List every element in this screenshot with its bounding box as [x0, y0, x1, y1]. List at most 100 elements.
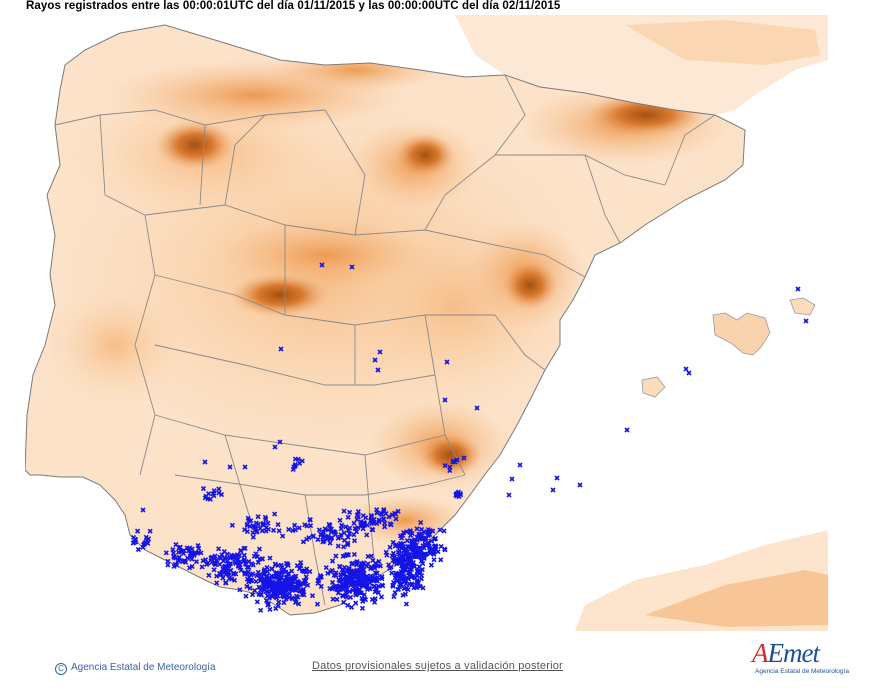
lightning-marker-icon	[254, 599, 260, 605]
lightning-marker-icon	[232, 559, 238, 565]
ibiza-island	[641, 376, 666, 398]
lightning-marker-icon	[442, 463, 448, 469]
lightning-marker-icon	[361, 567, 367, 573]
lightning-marker-icon	[415, 551, 421, 557]
lightning-marker-icon	[271, 591, 277, 597]
lightning-marker-icon	[383, 511, 389, 517]
lightning-marker-icon	[187, 550, 193, 557]
lightning-strikes	[130, 262, 809, 613]
lightning-marker-icon	[393, 570, 399, 576]
lightning-marker-icon	[382, 520, 388, 526]
lightning-marker-icon	[193, 559, 200, 565]
lightning-marker-icon	[427, 545, 433, 551]
lightning-marker-icon	[421, 529, 427, 535]
lightning-marker-icon	[262, 581, 268, 587]
lightning-marker-icon	[285, 570, 292, 576]
lightning-marker-icon	[392, 575, 398, 581]
menorca-island	[789, 297, 816, 316]
lightning-marker-icon	[263, 516, 269, 522]
lightning-marker-icon	[378, 594, 385, 600]
lightning-marker-icon	[368, 517, 374, 523]
lightning-marker-icon	[509, 476, 515, 482]
lightning-marker-icon	[272, 444, 278, 450]
lightning-marker-icon	[281, 586, 287, 593]
lightning-marker-icon	[394, 560, 400, 566]
disclaimer-link[interactable]: Datos provisionales sujetos a validación…	[312, 660, 563, 672]
lightning-marker-icon	[255, 514, 261, 520]
lightning-marker-icon	[198, 550, 204, 556]
lightning-marker-icon	[211, 560, 217, 566]
lightning-marker-icon	[184, 545, 190, 551]
lightning-marker-icon	[307, 517, 313, 523]
lightning-marker-icon	[327, 540, 333, 546]
lightning-marker-icon	[405, 586, 411, 593]
lightning-marker-icon	[432, 535, 439, 542]
lightning-marker-icon	[474, 405, 480, 411]
alps-slope	[625, 20, 820, 65]
lightning-marker-icon	[369, 514, 375, 520]
lightning-marker-icon	[222, 580, 229, 586]
lightning-marker-icon	[310, 533, 316, 539]
lightning-marker-icon	[346, 530, 353, 537]
lightning-marker-icon	[414, 534, 420, 540]
lightning-marker-icon	[244, 583, 250, 589]
lightning-marker-icon	[200, 486, 207, 492]
lightning-marker-icon	[287, 591, 293, 597]
lightning-marker-icon	[454, 493, 460, 499]
lightning-marker-icon	[254, 529, 260, 535]
lightning-marker-icon	[295, 456, 301, 462]
lightning-marker-icon	[275, 562, 281, 569]
lightning-marker-icon	[372, 596, 378, 602]
lightning-marker-icon	[400, 561, 406, 567]
lightning-marker-icon	[283, 569, 289, 575]
lightning-marker-icon	[242, 545, 248, 551]
lightning-marker-icon	[461, 455, 467, 461]
lightning-marker-icon	[333, 583, 339, 589]
lightning-marker-icon	[305, 582, 311, 588]
lightning-marker-icon	[322, 526, 328, 532]
lightning-marker-icon	[284, 561, 291, 567]
lightning-marker-icon	[171, 553, 177, 559]
lightning-marker-icon	[359, 595, 365, 602]
lightning-marker-icon	[348, 582, 354, 588]
lightning-marker-icon	[414, 577, 420, 583]
lightning-marker-icon	[390, 539, 396, 545]
lightning-marker-icon	[329, 558, 336, 564]
lightning-marker-icon	[272, 511, 278, 517]
lightning-marker-icon	[217, 561, 223, 567]
lightning-marker-icon	[237, 587, 243, 593]
lightning-marker-icon	[243, 593, 249, 599]
lightning-marker-icon	[413, 554, 419, 560]
lightning-marker-icon	[187, 565, 193, 571]
lightning-marker-icon	[327, 585, 333, 592]
lightning-marker-icon	[246, 564, 252, 570]
lightning-marker-icon	[218, 571, 224, 577]
lightning-marker-icon	[351, 538, 358, 544]
lightning-marker-icon	[199, 564, 205, 570]
lightning-marker-icon	[334, 596, 340, 603]
lightning-marker-icon	[376, 558, 382, 564]
lightning-marker-icon	[331, 572, 337, 578]
lightning-marker-icon	[230, 571, 237, 577]
lightning-marker-icon	[277, 439, 283, 445]
lightning-marker-icon	[268, 592, 274, 598]
lightning-marker-icon	[315, 537, 321, 543]
lightning-marker-icon	[442, 397, 448, 403]
lightning-marker-icon	[624, 427, 630, 433]
lightning-marker-icon	[229, 522, 235, 528]
lightning-marker-icon	[249, 592, 256, 598]
lightning-marker-icon	[296, 525, 302, 531]
lightning-marker-icon	[299, 588, 305, 594]
lightning-marker-icon	[316, 577, 322, 583]
lightning-marker-icon	[244, 529, 250, 535]
lightning-marker-icon	[276, 599, 282, 605]
lightning-marker-icon	[325, 527, 331, 533]
lightning-marker-icon	[390, 582, 396, 588]
mallorca-island	[712, 312, 771, 356]
lightning-marker-icon	[204, 561, 210, 567]
lightning-marker-icon	[354, 559, 360, 565]
lightning-marker-icon	[263, 528, 269, 534]
lightning-marker-icon	[172, 561, 178, 567]
lightning-marker-icon	[387, 544, 393, 550]
lightning-marker-icon	[246, 559, 252, 565]
